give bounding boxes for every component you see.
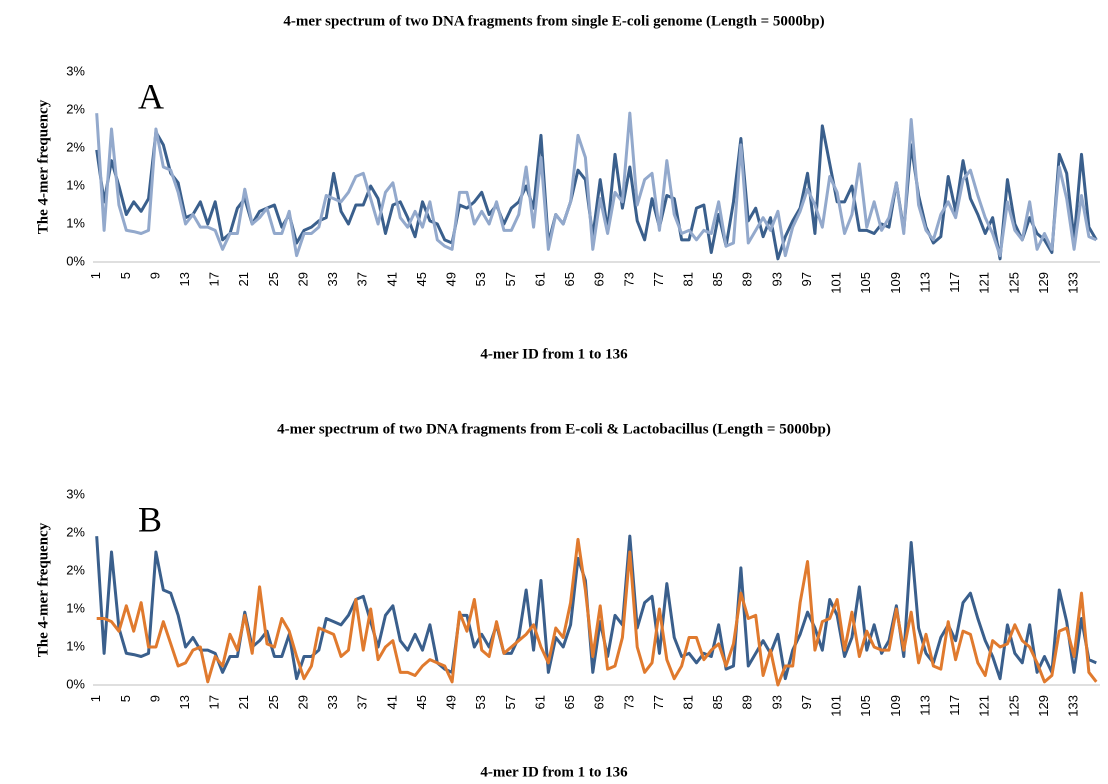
x-tick-label: 21 (236, 272, 251, 286)
x-tick-label: 125 (1006, 695, 1021, 717)
x-tick-label: 29 (295, 272, 310, 286)
x-tick-label: 81 (680, 695, 695, 709)
x-tick-label: 85 (710, 695, 725, 709)
x-tick-label: 61 (532, 272, 547, 286)
x-tick-label: 57 (503, 272, 518, 286)
x-tick-label: 49 (444, 272, 459, 286)
x-tick-label: 77 (651, 272, 666, 286)
x-tick-label: 121 (977, 695, 992, 717)
x-axis-label: 4-mer ID from 1 to 136 (480, 346, 628, 362)
x-tick-label: 45 (414, 272, 429, 286)
x-tick-label: 97 (799, 272, 814, 286)
x-tick-label: 1 (88, 695, 103, 702)
x-tick-label: 81 (680, 272, 695, 286)
y-tick-label: 3% (66, 63, 85, 78)
series-line (95, 534, 1097, 681)
y-tick-label: 1% (66, 600, 85, 615)
series-line (96, 537, 1098, 687)
x-tick-label: 25 (266, 272, 281, 286)
y-axis-label: The 4-mer frequency (35, 522, 51, 657)
y-tick-label: 2% (66, 101, 85, 116)
y-tick-label: 0% (66, 253, 85, 268)
x-tick-label: 73 (621, 272, 636, 286)
x-tick-label: 41 (384, 272, 399, 286)
x-tick-label: 89 (740, 272, 755, 286)
x-tick-label: 53 (473, 695, 488, 709)
x-tick-label: 21 (236, 695, 251, 709)
x-tick-label: 53 (473, 272, 488, 286)
x-tick-label: 9 (147, 272, 162, 279)
x-tick-label: 109 (888, 272, 903, 294)
y-tick-label: 3% (66, 486, 85, 501)
y-tick-label: 2% (66, 562, 85, 577)
x-tick-label: 65 (562, 272, 577, 286)
x-tick-label: 129 (1036, 695, 1051, 717)
x-tick-label: 97 (799, 695, 814, 709)
x-tick-label: 93 (769, 272, 784, 286)
x-tick-label: 85 (710, 272, 725, 286)
x-tick-label: 17 (207, 695, 222, 709)
x-tick-label: 101 (829, 272, 844, 294)
x-tick-label: 29 (295, 695, 310, 709)
x-tick-label: 109 (888, 695, 903, 717)
chart-title: 4-mer spectrum of two DNA fragments from… (283, 13, 824, 29)
x-tick-label: 37 (355, 272, 370, 286)
x-tick-label: 65 (562, 695, 577, 709)
x-tick-label: 5 (118, 695, 133, 702)
x-tick-label: 57 (503, 695, 518, 709)
x-tick-label: 101 (829, 695, 844, 717)
annotation: B (138, 499, 162, 539)
x-tick-label: 1 (88, 272, 103, 279)
chart-title: 4-mer spectrum of two DNA fragments from… (277, 421, 831, 437)
y-tick-label: 2% (66, 139, 85, 154)
x-tick-label: 121 (977, 272, 992, 294)
y-tick-label: 1% (66, 177, 85, 192)
x-tick-label: 113 (917, 695, 932, 716)
x-tick-label: 113 (917, 272, 932, 293)
x-tick-label: 89 (740, 695, 755, 709)
x-tick-label: 25 (266, 695, 281, 709)
x-tick-label: 13 (177, 695, 192, 709)
annotation: A (138, 76, 164, 116)
x-tick-label: 77 (651, 695, 666, 709)
x-tick-label: 5 (118, 272, 133, 279)
x-tick-label: 117 (947, 695, 962, 716)
x-tick-label: 125 (1006, 272, 1021, 294)
x-tick-label: 61 (532, 695, 547, 709)
x-tick-label: 73 (621, 695, 636, 709)
x-tick-label: 33 (325, 695, 340, 709)
x-tick-label: 45 (414, 695, 429, 709)
x-tick-label: 105 (858, 272, 873, 294)
x-tick-label: 49 (444, 695, 459, 709)
y-axis-label: The 4-mer frequency (35, 99, 51, 234)
x-tick-label: 33 (325, 272, 340, 286)
x-tick-label: 9 (147, 695, 162, 702)
x-tick-label: 133 (1066, 272, 1081, 294)
x-tick-label: 93 (769, 695, 784, 709)
y-tick-label: 0% (66, 676, 85, 691)
y-tick-label: 1% (66, 215, 85, 230)
x-tick-label: 13 (177, 272, 192, 286)
y-tick-label: 1% (66, 638, 85, 653)
x-tick-label: 41 (384, 695, 399, 709)
x-tick-label: 129 (1036, 272, 1051, 294)
x-tick-label: 117 (947, 272, 962, 293)
y-tick-label: 2% (66, 524, 85, 539)
series-line (95, 111, 1097, 258)
x-axis-label: 4-mer ID from 1 to 136 (480, 764, 628, 780)
x-tick-label: 37 (355, 695, 370, 709)
x-tick-label: 105 (858, 695, 873, 717)
x-tick-label: 17 (207, 272, 222, 286)
x-tick-label: 69 (592, 695, 607, 709)
x-tick-label: 133 (1066, 695, 1081, 717)
x-tick-label: 69 (592, 272, 607, 286)
